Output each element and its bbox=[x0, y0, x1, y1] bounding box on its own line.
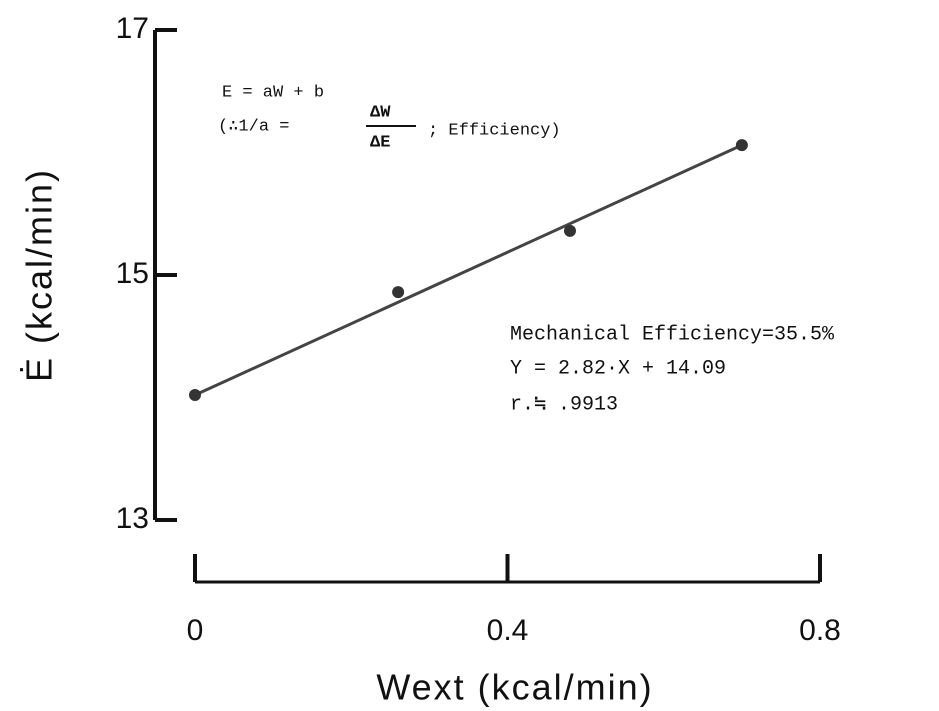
x-tick-label: 0.8 bbox=[799, 614, 841, 647]
annotation: ΔW bbox=[370, 103, 391, 122]
y-axis-label: Ė (kcal/min) bbox=[19, 168, 60, 382]
y-tick-label: 17 bbox=[116, 12, 149, 45]
fit-line bbox=[194, 143, 743, 397]
annotation: E = aW + b bbox=[222, 83, 324, 102]
x-tick-label: 0 bbox=[187, 614, 204, 647]
point bbox=[189, 389, 201, 402]
x-tick-label: 0.4 bbox=[487, 614, 529, 647]
annotation: Mechanical Efficiency=35.5% bbox=[510, 323, 835, 346]
point bbox=[392, 286, 405, 299]
y-tick-label: 13 bbox=[116, 502, 149, 535]
annotation: Y = 2.82·X + 14.09 bbox=[510, 357, 726, 380]
annotation: ΔE bbox=[370, 133, 390, 152]
annotation: (∴1/a = bbox=[218, 117, 289, 136]
annotation: ; Efficiency) bbox=[428, 121, 561, 140]
y-tick-label: 15 bbox=[116, 257, 149, 290]
x-axis-label: Wext (kcal/min) bbox=[376, 667, 653, 708]
annotation: r.≒ .9913 bbox=[510, 393, 618, 416]
point bbox=[564, 224, 576, 237]
point bbox=[735, 139, 748, 152]
